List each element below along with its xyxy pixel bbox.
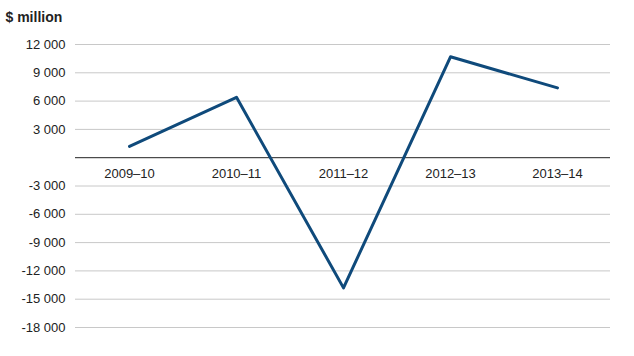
- svg-text:-6 000: -6 000: [29, 206, 66, 221]
- svg-text:3 000: 3 000: [33, 122, 66, 137]
- svg-text:2009–10: 2009–10: [104, 166, 155, 181]
- svg-text:9 000: 9 000: [33, 65, 66, 80]
- svg-text:2012–13: 2012–13: [425, 166, 476, 181]
- svg-text:6 000: 6 000: [33, 93, 66, 108]
- svg-text:-3 000: -3 000: [29, 178, 66, 193]
- svg-text:-18 000: -18 000: [21, 320, 65, 335]
- svg-text:2010–11: 2010–11: [212, 166, 262, 181]
- svg-text:12 000: 12 000: [26, 37, 66, 52]
- svg-text:2011–12: 2011–12: [319, 166, 369, 181]
- svg-text:$ million: $ million: [6, 9, 63, 25]
- svg-text:2013–14: 2013–14: [532, 166, 583, 181]
- svg-text:-12 000: -12 000: [21, 263, 65, 278]
- svg-text:-15 000: -15 000: [21, 291, 65, 306]
- svg-text:-9 000: -9 000: [29, 235, 66, 250]
